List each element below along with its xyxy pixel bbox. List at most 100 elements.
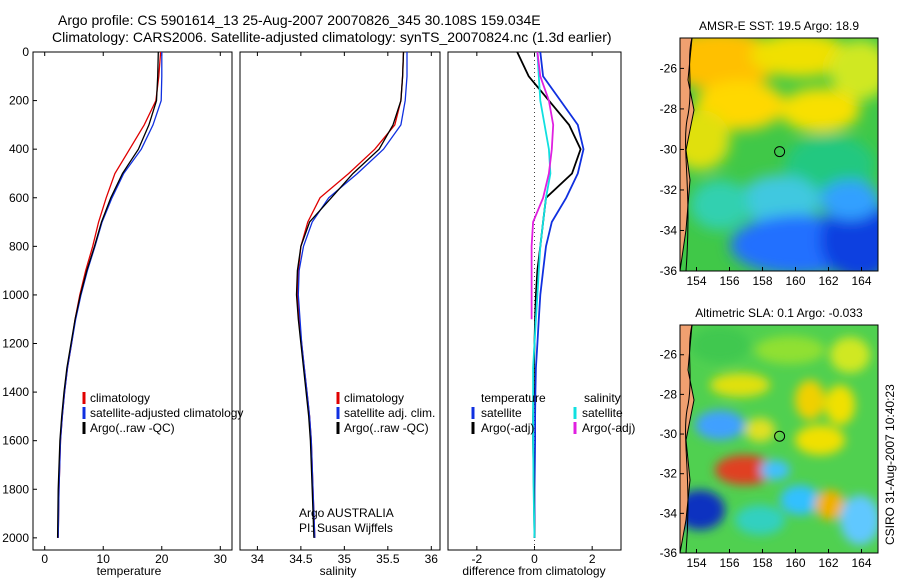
- difference-legend-group-salinity: salinity: [584, 391, 621, 405]
- salinity-axes-frame: [239, 51, 441, 551]
- sst_map-lat-tick-label: -26: [660, 61, 678, 75]
- sla-map-field: [680, 325, 878, 553]
- sst_map-lon-tick-label: 160: [785, 274, 805, 288]
- figure-title-line2: Climatology: CARS2006. Satellite-adjuste…: [52, 29, 612, 45]
- depth-tick-label: 200: [9, 94, 29, 108]
- difference-line-salinity-argo-adj: [530, 52, 555, 320]
- difference-line-temperature-satellite: [533, 52, 585, 538]
- difference-legend: temperature salinity satellite Argo(-adj…: [471, 391, 635, 435]
- difference-legend-temp-satellite: satellite: [481, 406, 522, 420]
- depth-tick-label: 0: [22, 45, 29, 59]
- sst_map-lon-tick-label: 162: [818, 274, 838, 288]
- sla_map-lon-tick-label: 158: [752, 556, 772, 570]
- depth-tick-label: 800: [9, 239, 29, 253]
- depth-tick-label: 1800: [2, 482, 29, 496]
- difference-xlabel: difference from climatology: [462, 564, 605, 578]
- salinity-x-axis: 34 34.5 35 35.5 36: [251, 52, 439, 566]
- sst_map-lat-tick-label: -28: [660, 102, 678, 116]
- salinity-legend-satellite: satellite adj. clim.: [344, 406, 435, 420]
- temperature-panel: 0 200 400 600 800 1000 1200 1400 1600 1800 2000 0 1…: [2, 45, 243, 578]
- depth-tick-label: 2000: [2, 531, 29, 545]
- temperature-xlabel: temperature: [97, 564, 162, 578]
- temperature-legend-climatology: climatology: [90, 391, 150, 405]
- sla_map-lon-tick-label: 160: [785, 556, 805, 570]
- salinity-xlabel: salinity: [320, 564, 357, 578]
- difference-xtick-label: 2: [589, 552, 596, 566]
- depth-tick-label: 1600: [2, 434, 29, 448]
- temperature-xtick-label: 10: [97, 552, 111, 566]
- temperature-xtick-label: 20: [155, 552, 169, 566]
- difference-legend-group-temperature: temperature: [481, 391, 546, 405]
- temperature-line-climatology: [57, 52, 162, 538]
- sla_map-lat-tick-label: -28: [660, 387, 678, 401]
- difference-legend-sal-argo: Argo(-adj): [582, 421, 635, 435]
- sla_map-lon-tick-label: 154: [686, 556, 706, 570]
- salinity-xtick-label: 35.5: [376, 552, 400, 566]
- sst_map-lon-tick-label: 164: [851, 274, 871, 288]
- sst_map-lat-tick-label: -32: [660, 183, 678, 197]
- salinity-xtick-label: 35: [338, 552, 352, 566]
- argo-program-label: Argo AUSTRALIA: [299, 506, 394, 520]
- difference-panel: -2 0 2 difference from climatology tempera…: [447, 51, 635, 578]
- sst-map-lat-axis: -26 -28 -30 -32 -34 -36: [660, 61, 684, 278]
- sst-map-field: [680, 38, 878, 271]
- depth-tick-label: 600: [9, 191, 29, 205]
- sla_map-lat-tick-label: -36: [660, 546, 678, 560]
- depth-tick-label: 1000: [2, 288, 29, 302]
- sst_map-lat-tick-label: -36: [660, 264, 678, 278]
- sst_map-lat-tick-label: -30: [660, 142, 678, 156]
- salinity-xtick-label: 36: [425, 552, 439, 566]
- sla_map-lon-tick-label: 156: [719, 556, 739, 570]
- depth-tick-label: 400: [9, 142, 29, 156]
- temperature-xtick-label: 0: [41, 552, 48, 566]
- temperature-legend-satellite: satellite-adjusted climatology: [90, 406, 243, 420]
- figure-title-line1: Argo profile: CS 5901614_13 25-Aug-2007 …: [58, 12, 541, 28]
- salinity-xtick-label: 34: [251, 552, 265, 566]
- sla_map-lat-tick-label: -26: [660, 348, 678, 362]
- temperature-x-axis: 0 10 20 30: [41, 52, 227, 566]
- sla_map-lat-tick-label: -34: [660, 506, 678, 520]
- sst-map-title: AMSR-E SST: 19.5 Argo: 18.9: [699, 19, 859, 33]
- temperature-legend-argo: Argo(..raw -QC): [90, 421, 175, 435]
- sla-map-lat-axis: -26 -28 -30 -32 -34 -36: [660, 348, 684, 560]
- salinity-legend-argo: Argo(..raw -QC): [344, 421, 429, 435]
- sst-map-lon-axis: 154 156 158 160 162 164: [686, 267, 872, 288]
- depth-tick-label: 1200: [2, 337, 29, 351]
- salinity-line-argo-raw-qc: [295, 52, 405, 538]
- temperature-line-argo-raw-qc: [56, 52, 159, 538]
- salinity-legend-climatology: climatology: [344, 391, 404, 405]
- difference-legend-sal-satellite: satellite: [582, 406, 623, 420]
- sla-map-panel: Altimetric SLA: 0.1 Argo: -0.033: [660, 306, 879, 570]
- sla-map-lon-axis: 154 156 158 160 162 164: [686, 549, 872, 570]
- salinity-xtick-label: 34.5: [289, 552, 313, 566]
- sst_map-lon-tick-label: 156: [719, 274, 739, 288]
- temperature-line-satellite-adjusted-climatology: [57, 52, 163, 538]
- difference-xtick-label: -2: [471, 552, 482, 566]
- salinity-panel: 34 34.5 35 35.5 36 salinity climatology sate…: [239, 51, 441, 578]
- temperature-xtick-label: 30: [214, 552, 228, 566]
- difference-line-temperature-argo-adj: [516, 52, 582, 538]
- salinity-line-climatology: [296, 52, 405, 538]
- sla-map-frame: [679, 324, 879, 554]
- sst-map-frame: [679, 37, 879, 272]
- sst_map-lon-tick-label: 154: [686, 274, 706, 288]
- sla_map-lat-tick-label: -30: [660, 427, 678, 441]
- depth-tick-label: 1400: [2, 385, 29, 399]
- salinity-line-satellite-adj-clim: [297, 52, 408, 538]
- sla_map-lon-tick-label: 162: [818, 556, 838, 570]
- difference-profiles: [516, 52, 585, 538]
- sst_map-lat-tick-label: -34: [660, 223, 678, 237]
- sst_map-lon-tick-label: 158: [752, 274, 772, 288]
- credit-timestamp: CSIRO 31-Aug-2007 10:40:23: [883, 384, 897, 545]
- sla-map-title: Altimetric SLA: 0.1 Argo: -0.033: [695, 306, 863, 320]
- sla_map-lat-tick-label: -32: [660, 467, 678, 481]
- depth-axis: 0 200 400 600 800 1000 1200 1400 1600 1800 2000: [2, 45, 37, 545]
- sst-float-position-marker: [774, 146, 786, 158]
- difference-legend-temp-argo: Argo(-adj): [481, 421, 534, 435]
- sst-map-panel: AMSR-E SST: 19.5 Argo: 18.9 154 15: [660, 19, 879, 288]
- difference-line-salinity-satellite: [532, 52, 552, 538]
- temperature-axes-frame: [32, 51, 233, 551]
- difference-xtick-label: 0: [531, 552, 538, 566]
- argo-pi-label: PI: Susan Wijffels: [299, 521, 393, 535]
